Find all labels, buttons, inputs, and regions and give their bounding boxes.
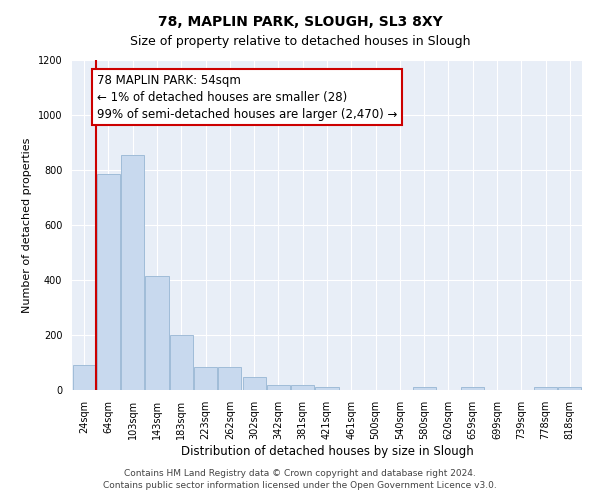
Bar [145, 276, 169, 390]
Text: 78 MAPLIN PARK: 54sqm
← 1% of detached houses are smaller (28)
99% of semi-detac: 78 MAPLIN PARK: 54sqm ← 1% of detached h… [97, 74, 397, 120]
Bar [413, 387, 436, 390]
Bar [559, 387, 581, 390]
Bar [194, 368, 217, 390]
Text: Size of property relative to detached houses in Slough: Size of property relative to detached ho… [130, 35, 470, 48]
Text: 78, MAPLIN PARK, SLOUGH, SL3 8XY: 78, MAPLIN PARK, SLOUGH, SL3 8XY [158, 15, 442, 29]
Y-axis label: Number of detached properties: Number of detached properties [22, 138, 32, 312]
Bar [73, 365, 95, 390]
X-axis label: Distribution of detached houses by size in Slough: Distribution of detached houses by size … [181, 444, 473, 458]
Bar [242, 377, 266, 390]
Bar [461, 387, 484, 390]
Bar [97, 174, 120, 390]
Bar [170, 335, 193, 390]
Bar [534, 387, 557, 390]
Bar [267, 384, 290, 390]
Bar [218, 368, 241, 390]
Bar [291, 384, 314, 390]
Bar [316, 387, 338, 390]
Text: Contains HM Land Registry data © Crown copyright and database right 2024.
Contai: Contains HM Land Registry data © Crown c… [103, 468, 497, 490]
Bar [121, 155, 144, 390]
